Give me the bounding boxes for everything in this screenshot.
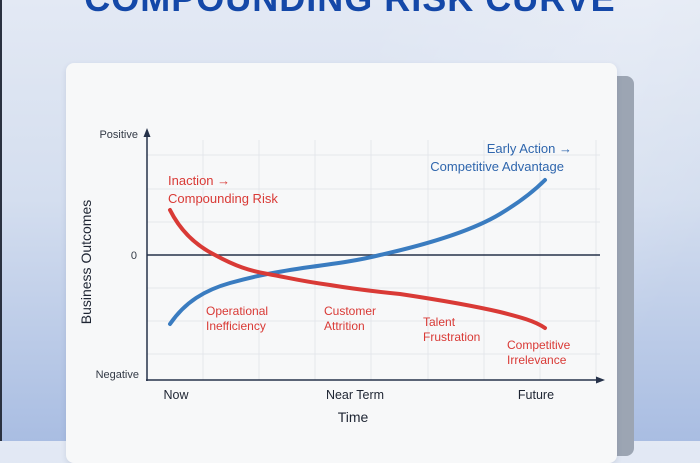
annotation-talent-line2: Frustration <box>423 330 480 344</box>
y-axis-title: Business Outcomes <box>78 200 94 325</box>
inaction-curve <box>168 208 547 330</box>
grid <box>147 140 600 380</box>
y-axis <box>143 128 151 381</box>
x-axis-title: Time <box>338 409 369 425</box>
early-action-label-line2: Competitive Advantage <box>430 159 564 174</box>
x-axis <box>146 376 605 384</box>
early-action-label-line1: Early Action → <box>487 141 572 156</box>
annotation-operational-line2: Inefficiency <box>206 319 266 333</box>
y-tick-negative: Negative <box>96 369 139 381</box>
annotation-competitive-line2: Irrelevance <box>507 353 567 367</box>
y-axis-arrow-icon <box>143 128 151 137</box>
annotation-operational-line1: Operational <box>206 304 268 318</box>
x-tick-now: Now <box>163 388 189 402</box>
annotation-customer-line2: Attrition <box>324 319 365 333</box>
annotation-talent-line1: Talent <box>423 315 456 329</box>
inaction-label-line2: Compounding Risk <box>168 191 278 206</box>
window-edge <box>0 0 2 441</box>
y-tick-positive: Positive <box>99 129 138 141</box>
x-tick-near-term: Near Term <box>326 388 384 402</box>
early-action-curve <box>168 178 547 326</box>
annotation-customer-line1: Customer <box>324 304 376 318</box>
page-title: COMPOUNDING RISK CURVE <box>0 0 700 20</box>
inaction-label-line1: Inaction → <box>168 173 230 188</box>
annotation-competitive-line1: Competitive <box>507 338 571 352</box>
x-axis-arrow-icon <box>596 376 605 384</box>
y-tick-zero: 0 <box>131 250 137 262</box>
x-tick-future: Future <box>518 388 554 402</box>
chart: Positive 0 Negative Business Outcomes No… <box>78 128 605 425</box>
